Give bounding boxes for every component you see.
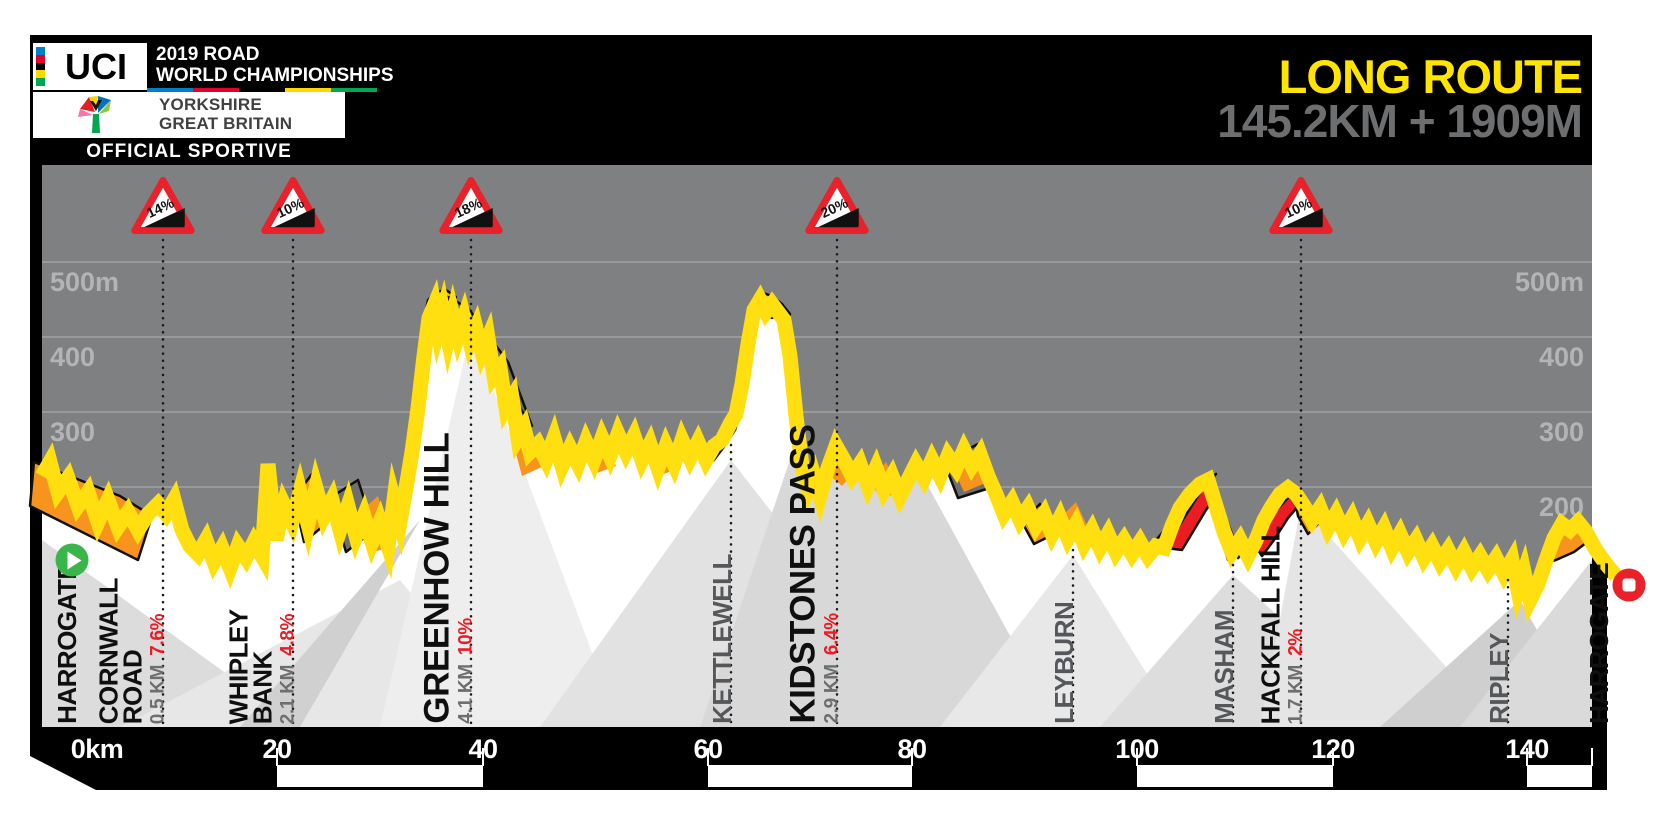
route-stats: 145.2KM + 1909M [1217, 95, 1583, 147]
elev-label-right-500: 500m [1515, 267, 1584, 297]
slope-icon [1281, 208, 1323, 228]
event-title-line1: 2019 ROAD [156, 44, 260, 65]
location-name: HARROGATE [52, 562, 83, 724]
gradient-sign-14pct-0: 14% [131, 176, 195, 235]
stop-icon [1622, 578, 1636, 592]
header-banner: UCI 2019 ROAD WORLD CHAMPIONSHIPS Y [30, 35, 1592, 165]
gradient-sign-10pct-1: 10% [261, 176, 325, 235]
rainbow-stripe-icon [147, 88, 377, 92]
climb-grade: 4.8% [277, 613, 299, 656]
slope-icon [817, 208, 859, 228]
location-label-whipley-bank: WHIPLEY BANK 2.1 KM 4.8% [224, 609, 299, 724]
event-title: 2019 ROAD WORLD CHAMPIONSHIPS [156, 44, 394, 87]
rainbow-stripe-segment [147, 88, 193, 92]
location-name: MASHAM [1209, 610, 1240, 724]
elev-label-left-300: 300 [50, 417, 95, 447]
uci-stripes-icon [36, 47, 45, 86]
host-line2: GREAT BRITAIN [159, 114, 293, 133]
location-label-ripley: RIPLEY [1484, 633, 1515, 724]
climb-length: 1.7 KM [1285, 664, 1307, 724]
elev-label-right-300: 300 [1539, 417, 1584, 447]
elev-label-right-400: 400 [1539, 342, 1584, 372]
uci-stripe [36, 47, 45, 55]
location-name: HACKFALL HILL [1255, 525, 1286, 724]
location-name: KIDSTONES PASS [783, 425, 823, 724]
location-name: HARROGATE [1584, 562, 1615, 724]
route-profile-line [35, 279, 1622, 623]
axis-ruler-band-1 [708, 765, 912, 787]
location-label-leyburn: LEYBURN [1049, 601, 1080, 724]
climb-grade: 2% [1285, 628, 1307, 656]
terrain-facets [42, 320, 1592, 727]
location-name: LEYBURN [1049, 601, 1080, 724]
uci-stripe [36, 70, 45, 79]
location-name: ROAD [117, 649, 148, 724]
location-label-greenhow-hill: GREENHOW HILL 4.1 KM 10% [417, 433, 477, 724]
gradient-sign-10pct-4: 10% [1269, 176, 1333, 235]
climb-length: 2.9 KM [821, 664, 843, 724]
climb-grade: 6.4% [821, 613, 843, 656]
finish-marker [1612, 568, 1646, 602]
route-name: LONG ROUTE [1278, 50, 1583, 103]
rainbow-stripe-segment [285, 88, 331, 92]
gradient-sign-18pct-2: 18% [439, 176, 503, 235]
climb-grade: 7.6% [147, 613, 169, 656]
x-tick-140: 140 [1505, 734, 1549, 764]
climb-grade: 10% [455, 618, 477, 656]
x-tick-60: 60 [693, 734, 723, 764]
x-tick-100: 100 [1115, 734, 1159, 764]
chart-right-edge [1592, 555, 1607, 790]
location-name: BANK [247, 650, 278, 724]
chart-left-edge [30, 165, 42, 727]
rainbow-stripe-segment [193, 88, 239, 92]
play-icon [67, 551, 82, 569]
yorkshire-y-icon [78, 96, 111, 133]
axis-ruler-band-2 [1137, 765, 1333, 787]
location-label-kidstones-pass: KIDSTONES PASS 2.9 KM 6.4% [783, 425, 843, 724]
climb-length: 4.1 KM [455, 664, 477, 724]
location-label-cornwall-road: CORNWALL ROAD 0.5 KM 7.6% [94, 578, 169, 724]
x-tick-40: 40 [468, 734, 498, 764]
elev-label-left-400: 400 [50, 342, 95, 372]
location-label-harrogate-finish: HARROGATE [1584, 562, 1615, 724]
climb-length: 0.5 KM [147, 664, 169, 724]
x-tick-80: 80 [897, 734, 927, 764]
host-name: YORKSHIRE GREAT BRITAIN [159, 96, 292, 133]
location-name: GREENHOW HILL [417, 433, 457, 724]
gradient-sign-20pct-3: 20% [805, 176, 869, 235]
uci-stripe [36, 78, 45, 86]
location-label-kettlewell: KETTLEWELL [707, 554, 738, 724]
uci-logo: UCI [33, 43, 147, 90]
location-label-hackfall-hill: HACKFALL HILL 1.7 KM 2% [1255, 525, 1307, 724]
axis-ruler-band-0 [277, 765, 483, 787]
start-marker [55, 543, 89, 577]
elev-label-left-500: 500m [50, 267, 119, 297]
slope-icon [451, 208, 493, 228]
uci-stripe [36, 54, 45, 63]
location-name: KETTLEWELL [707, 554, 738, 724]
host-line1: YORKSHIRE [159, 95, 262, 115]
uci-stripe [36, 62, 45, 71]
rainbow-stripe-segment [331, 88, 377, 92]
rainbow-stripe-segment [239, 88, 285, 92]
uci-wordmark: UCI [65, 45, 127, 87]
climb-length: 2.1 KM [277, 664, 299, 724]
location-name: RIPLEY [1484, 633, 1515, 724]
x-tick-120: 120 [1311, 734, 1355, 764]
yorkshire-logo-box: YORKSHIRE GREAT BRITAIN [33, 92, 345, 138]
axis-ruler-band-3 [1527, 765, 1592, 787]
official-sportive-banner: OFFICIAL SPORTIVE [86, 141, 292, 162]
slope-icon [143, 208, 185, 228]
event-title-line2: WORLD CHAMPIONSHIPS [156, 65, 394, 87]
location-label-harrogate-start: HARROGATE [52, 562, 83, 724]
x-tick-20: 20 [262, 734, 292, 764]
slope-icon [273, 208, 315, 228]
location-label-masham: MASHAM [1209, 610, 1240, 724]
x-tick-0km: 0km [70, 734, 124, 764]
